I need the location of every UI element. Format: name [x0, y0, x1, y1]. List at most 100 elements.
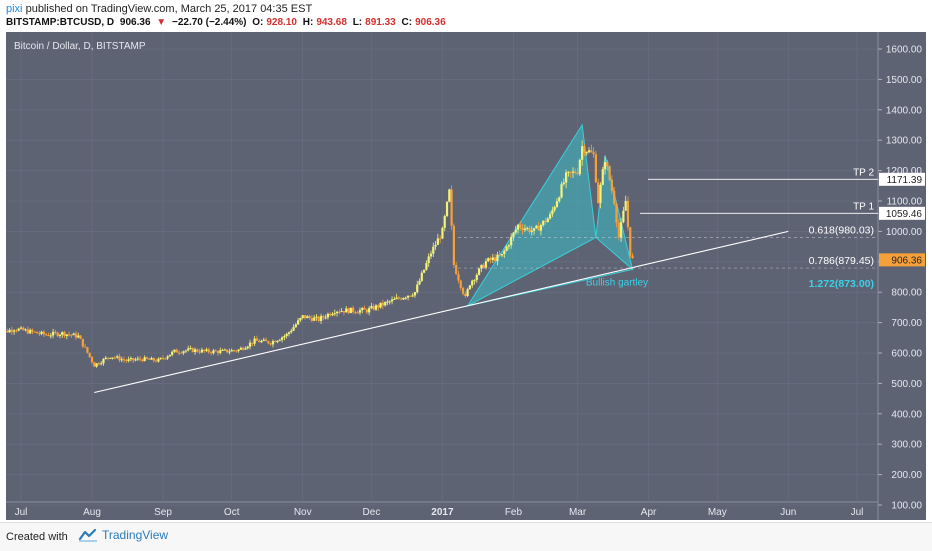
candle-body [24, 330, 26, 331]
candle-body [377, 305, 379, 307]
y-tick-label: 1600.00 [886, 45, 923, 56]
candle-body [144, 357, 146, 361]
candle-body [8, 330, 10, 332]
candle-body [487, 258, 489, 261]
candle-body [437, 238, 439, 244]
candle-body [256, 339, 258, 341]
x-tick-label: 2017 [431, 507, 454, 518]
candle-body [611, 180, 613, 191]
candle-body [563, 183, 565, 185]
candle-body [341, 311, 343, 312]
candle-body [599, 185, 601, 203]
candle-body [558, 198, 560, 202]
last-price-badge-text: 906.36 [891, 255, 922, 266]
candle-body [59, 335, 61, 336]
candle-body [208, 349, 210, 352]
candle-body [52, 332, 54, 336]
candle-body [281, 337, 283, 340]
author-link[interactable]: pixi [6, 3, 23, 15]
candle-body [368, 308, 370, 312]
target-price-badge-text: 1171.39 [887, 175, 923, 186]
candle-body [595, 154, 597, 182]
candle-body [288, 332, 290, 334]
published-text: published on TradingView.com, March 25, … [26, 3, 313, 15]
candle-body [118, 356, 120, 360]
candle-body [517, 225, 519, 230]
candle-body [469, 285, 471, 289]
candle-body [535, 226, 537, 229]
candle-body [123, 359, 125, 360]
candle-body [379, 303, 381, 308]
x-tick-label: Feb [505, 507, 523, 518]
candle-body [263, 340, 265, 341]
candle-body [320, 316, 322, 321]
candle-body [169, 355, 171, 357]
candle-body [267, 341, 269, 343]
candle-body [522, 228, 524, 230]
candle-body [189, 348, 191, 349]
candle-body [471, 281, 473, 286]
candle-body [302, 315, 304, 318]
candle-body [308, 316, 310, 318]
candle-body [496, 255, 498, 261]
y-tick-label: 300.00 [891, 440, 922, 451]
candle-body [576, 173, 578, 174]
candle-body [476, 275, 478, 280]
chart-header: pixi published on TradingView.com, March… [0, 0, 932, 32]
candle-body [414, 292, 416, 295]
candle-body [528, 228, 530, 232]
candle-body [73, 334, 75, 336]
candle-body [409, 296, 411, 297]
candle-body [462, 288, 464, 294]
candle-body [194, 349, 196, 352]
candle-body [386, 301, 388, 302]
price-chart[interactable]: 1600.001500.001400.001300.001200.001100.… [6, 32, 926, 520]
candle-body [448, 189, 450, 201]
candle-body [423, 270, 425, 273]
candle-body [567, 172, 569, 173]
candle-body [219, 350, 221, 353]
candle-body [68, 334, 70, 335]
candle-body [389, 301, 391, 302]
candle-body [494, 257, 496, 261]
x-tick-label: Jun [780, 507, 796, 518]
candle-body [382, 303, 384, 306]
close-label: C: [402, 17, 413, 28]
candle-body [292, 327, 294, 331]
candle-body [173, 350, 175, 352]
candle-body [201, 350, 203, 353]
candle-body [141, 360, 143, 361]
candle-body [398, 298, 400, 299]
y-tick-label: 600.00 [891, 349, 922, 360]
candle-body [240, 348, 242, 350]
candle-body [276, 341, 278, 342]
candle-body [489, 258, 491, 260]
candle-body [407, 296, 409, 298]
tradingview-brand-link[interactable]: TradingView [78, 528, 168, 542]
candle-body [86, 347, 88, 353]
x-tick-label: Aug [83, 507, 101, 518]
candle-body [606, 162, 608, 166]
candle-body [242, 348, 244, 350]
candle-body [391, 299, 393, 301]
candle-body [581, 146, 583, 160]
candle-body [212, 350, 214, 353]
y-tick-label: 400.00 [891, 409, 922, 420]
candle-body [565, 172, 567, 182]
candle-body [254, 339, 256, 344]
candle-body [57, 333, 59, 336]
candle-body [274, 341, 276, 342]
candle-body [100, 363, 102, 364]
high-value: 943.68 [316, 17, 347, 28]
last-price: 906.36 [120, 17, 151, 28]
candle-body [334, 313, 336, 314]
x-tick-label: Mar [569, 507, 587, 518]
low-value: 891.33 [365, 17, 396, 28]
candle-body [444, 216, 446, 228]
candle-body [421, 273, 423, 281]
candle-body [434, 245, 436, 247]
candle-body [295, 324, 297, 327]
candle-body [586, 152, 588, 153]
candle-body [160, 358, 162, 359]
